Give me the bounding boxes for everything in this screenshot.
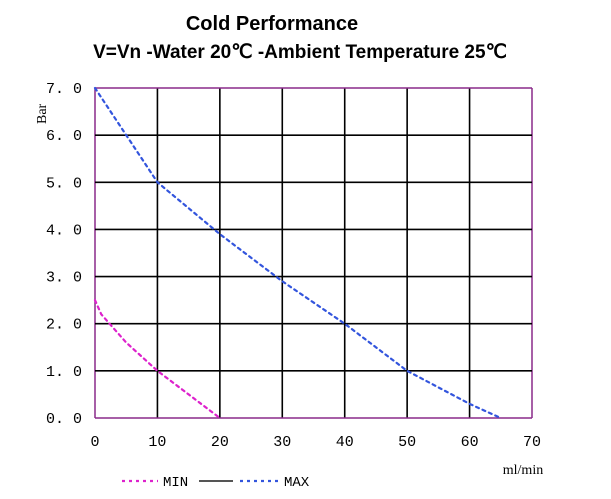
legend-label-min: MIN [163,475,188,491]
y-tick-label-5: 5. 0 [46,175,82,192]
y-tick-label-7: 7. 0 [46,81,82,98]
chart-title: Cold Performance [186,13,358,35]
x-tick-label-60: 60 [461,434,479,451]
series-line-min [93,299,221,420]
legend-label-max: MAX [284,475,310,491]
x-axis-label: ml/min [503,463,543,478]
y-tick-label-4: 4. 0 [46,222,82,239]
y-tick-label-0: 0. 0 [46,411,82,428]
x-tick-label-50: 50 [398,434,416,451]
series-line-max [93,86,502,420]
grid [94,87,533,419]
y-tick-label-1: 1. 0 [46,364,82,381]
tick-labels: 0 10 20 30 40 50 60 70 0. 0 1. 0 2. 0 3. 0 4. 0 5. 0 6… [46,81,541,451]
x-tick-label-0: 0 [90,434,99,451]
x-tick-label-30: 30 [273,434,291,451]
chart-subtitle: V=Vn -Water 20℃ -Ambient Temperature 25℃ [93,42,507,63]
legend: MIN MAX [122,475,310,491]
y-tick-label-3: 3. 0 [46,270,82,287]
x-tick-label-70: 70 [523,434,541,451]
y-tick-label-2: 2. 0 [46,317,82,334]
x-tick-label-10: 10 [148,434,166,451]
x-tick-label-40: 40 [336,434,354,451]
series-layer [93,86,502,420]
y-axis-label: Bar [35,103,50,124]
y-tick-label-6: 6. 0 [46,128,82,145]
x-tick-label-20: 20 [211,434,229,451]
